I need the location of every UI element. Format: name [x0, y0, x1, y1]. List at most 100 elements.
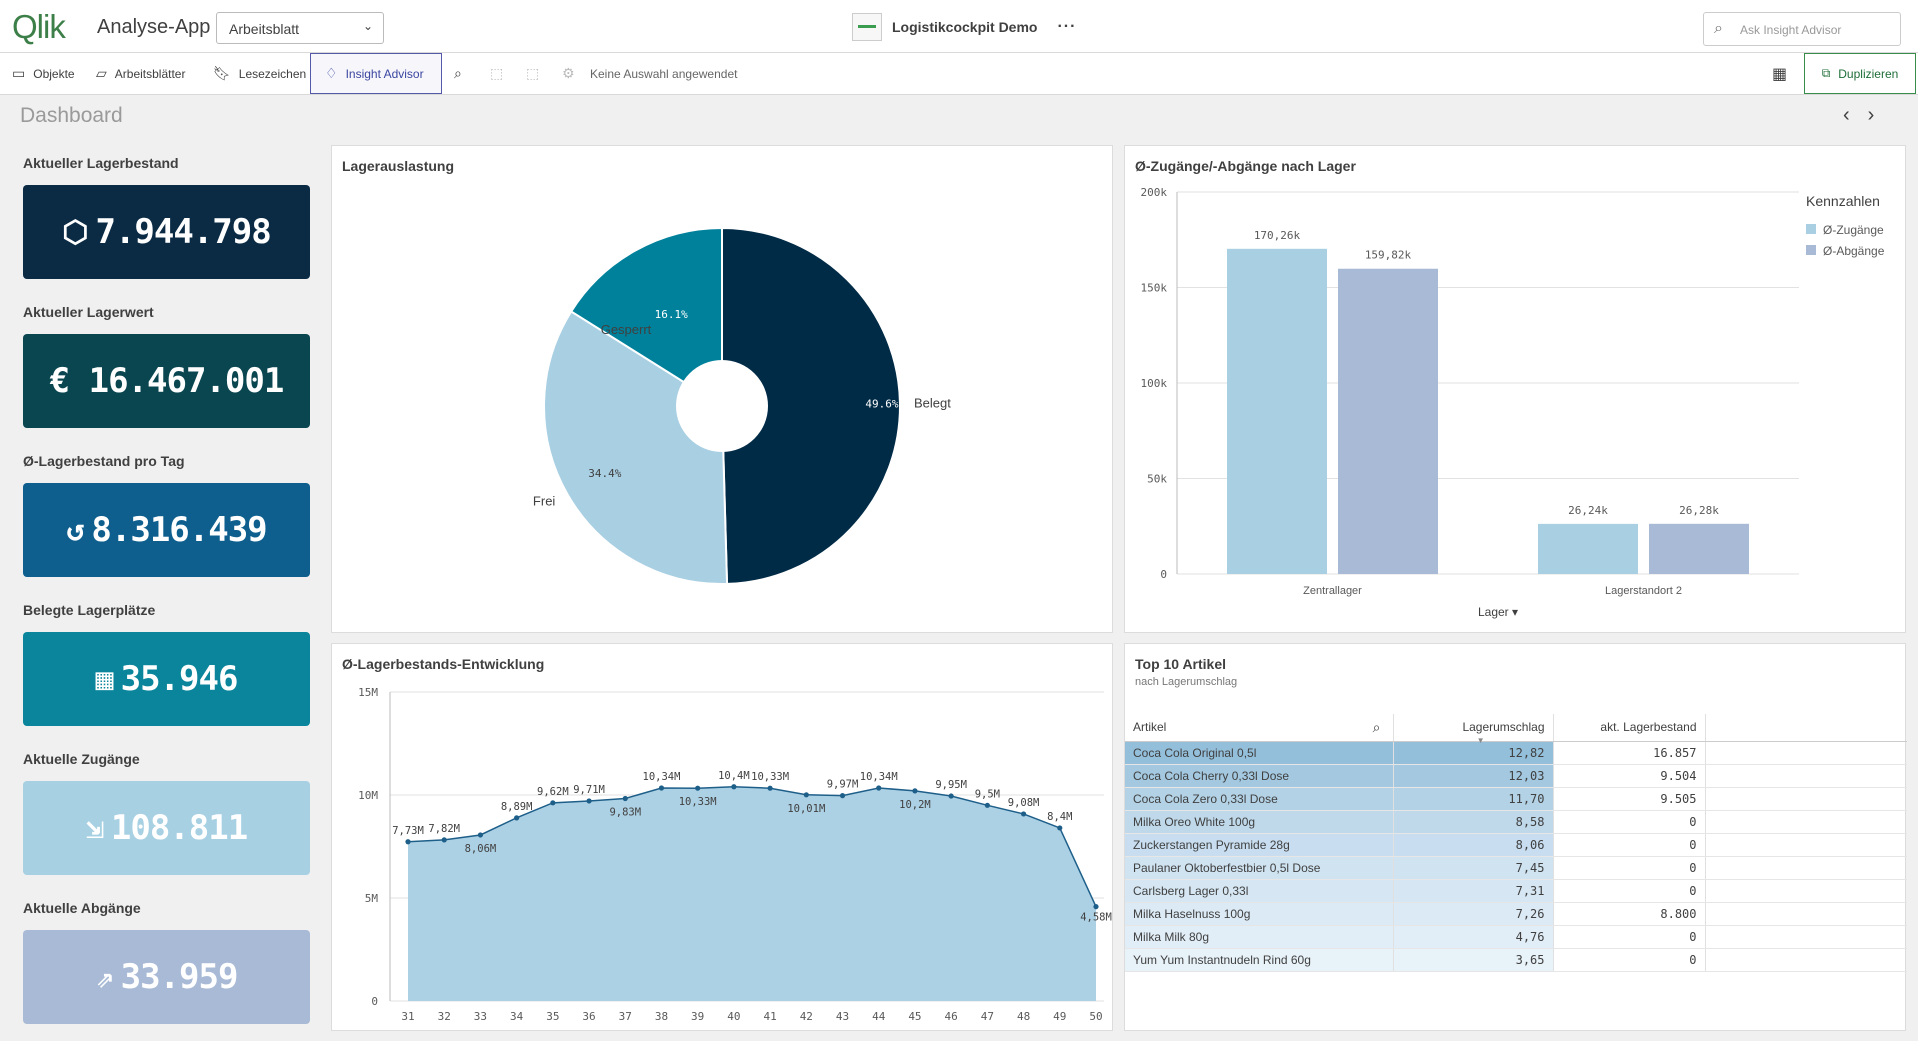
table-row[interactable]: Zuckerstangen Pyramide 28g 8,06 0	[1125, 833, 1907, 857]
table-row[interactable]: Milka Haselnuss 100g 7,26 8.800	[1125, 902, 1907, 926]
area-point[interactable]	[948, 793, 954, 799]
cell-turnover[interactable]: 7,45	[1392, 856, 1553, 880]
area-point[interactable]	[695, 785, 701, 791]
insight-advisor-button[interactable]: ♢ Insight Advisor	[310, 53, 442, 94]
area-point[interactable]	[586, 798, 592, 804]
cell-article[interactable]: Coca Cola Original 0,5l	[1125, 741, 1393, 765]
qlik-logo[interactable]: Qlik	[12, 8, 66, 46]
cell-stock[interactable]: 0	[1552, 879, 1705, 903]
cell-spacer[interactable]	[1704, 787, 1907, 811]
step-back-button[interactable]: ⬚	[490, 53, 511, 94]
objects-button[interactable]: ▭ Objekte	[12, 53, 75, 94]
cell-turnover[interactable]: 11,70	[1392, 787, 1553, 811]
legend-item[interactable]: Ø-Abgänge	[1823, 244, 1885, 258]
next-sheet-icon[interactable]: ›	[1867, 104, 1893, 126]
cell-spacer[interactable]	[1704, 948, 1907, 972]
cell-article[interactable]: Coca Cola Zero 0,33l Dose	[1125, 787, 1393, 811]
cell-spacer[interactable]	[1704, 810, 1907, 834]
previous-sheet-icon[interactable]: ‹	[1843, 104, 1868, 126]
cell-article[interactable]: Yum Yum Instantnudeln Rind 60g	[1125, 948, 1393, 972]
pie-slice-gesperrt[interactable]	[569, 226, 723, 408]
sheets-button[interactable]: ▱ Arbeitsblätter	[96, 53, 185, 94]
table-row[interactable]: Milka Oreo White 100g 8,58 0	[1125, 810, 1907, 834]
bar-chart[interactable]: 0 50k 100k 150k 200k 170,26k 159,82k Zentrallag…	[1125, 146, 1907, 634]
table-row[interactable]: Coca Cola Cherry 0,33l Dose 12,03 9.504	[1125, 764, 1907, 788]
cell-stock[interactable]: 9.505	[1552, 787, 1705, 811]
table-row[interactable]: Paulaner Oktoberfestbier 0,5l Dose 7,45 0	[1125, 856, 1907, 880]
cell-spacer[interactable]	[1704, 741, 1907, 765]
top-articles-table[interactable]: Artikel ⌕ Lagerumschlag ▼ akt. Lagerbestan…	[1125, 714, 1907, 972]
smart-search-button[interactable]: ⌕	[454, 53, 470, 94]
column-search-icon[interactable]: ⌕	[1372, 719, 1381, 735]
table-row[interactable]: Yum Yum Instantnudeln Rind 60g 3,65 0	[1125, 948, 1907, 972]
kpi-card[interactable]: ⇗ 33.959	[23, 930, 310, 1024]
sheet-selector[interactable]: Arbeitsblatt ⌄	[216, 12, 384, 44]
cell-turnover[interactable]: 3,65	[1392, 948, 1553, 972]
cell-spacer[interactable]	[1704, 879, 1907, 903]
cell-spacer[interactable]	[1704, 856, 1907, 880]
area-point[interactable]	[441, 837, 447, 843]
bar[interactable]	[1538, 523, 1638, 574]
area-point[interactable]	[1093, 904, 1099, 910]
pie-panel[interactable]: Lagerauslastung 49.6% Belegt 34.4% Frei 16.1…	[331, 145, 1113, 633]
area-point[interactable]	[803, 792, 809, 798]
clear-selections-button[interactable]: ⚙︎	[562, 53, 583, 94]
cell-spacer[interactable]	[1704, 925, 1907, 949]
ask-insight-input[interactable]: ⌕ Ask Insight Advisor	[1703, 12, 1901, 46]
pie-chart[interactable]: 49.6% Belegt 34.4% Frei 16.1%Gesperrt	[332, 146, 1114, 634]
cell-turnover[interactable]: 12,82	[1392, 741, 1553, 765]
cell-stock[interactable]: 0	[1552, 925, 1705, 949]
table-row[interactable]: Carlsberg Lager 0,33l 7,31 0	[1125, 879, 1907, 903]
cell-turnover[interactable]: 4,76	[1392, 925, 1553, 949]
area-point[interactable]	[514, 815, 520, 821]
table-row[interactable]: Milka Milk 80g 4,76 0	[1125, 925, 1907, 949]
cell-spacer[interactable]	[1704, 764, 1907, 788]
cell-turnover[interactable]: 12,03	[1392, 764, 1553, 788]
area-point[interactable]	[767, 785, 773, 791]
area-point[interactable]	[1057, 825, 1063, 831]
area-point[interactable]	[731, 784, 737, 790]
area-point[interactable]	[477, 832, 484, 838]
pie-slice-belegt[interactable]	[721, 226, 901, 585]
kpi-card[interactable]: ⬡ 7.944.798	[23, 185, 310, 279]
cell-spacer[interactable]	[1704, 902, 1907, 926]
legend-item[interactable]: Ø-Zugänge	[1823, 223, 1884, 237]
col-header-turnover[interactable]: Lagerumschlag ▼	[1392, 714, 1553, 745]
cell-article[interactable]: Zuckerstangen Pyramide 28g	[1125, 833, 1393, 857]
cell-article[interactable]: Carlsberg Lager 0,33l	[1125, 879, 1393, 903]
cell-turnover[interactable]: 7,26	[1392, 902, 1553, 926]
bar[interactable]	[1338, 268, 1438, 574]
cell-stock[interactable]: 0	[1552, 810, 1705, 834]
area-point[interactable]	[550, 800, 556, 806]
bar-x-axis-label[interactable]: Lager ▾	[1478, 605, 1518, 619]
cell-turnover[interactable]: 8,58	[1392, 810, 1553, 834]
pie-slice-frei[interactable]	[543, 310, 729, 585]
cell-stock[interactable]: 0	[1552, 833, 1705, 857]
kpi-card[interactable]: ⇲ 108.811	[23, 781, 310, 875]
cell-stock[interactable]: 0	[1552, 948, 1705, 972]
cell-stock[interactable]: 9.504	[1552, 764, 1705, 788]
area-point[interactable]	[839, 793, 846, 799]
cell-stock[interactable]: 0	[1552, 856, 1705, 880]
area-point[interactable]	[876, 785, 882, 791]
table-panel[interactable]: Top 10 Artikel nach Lagerumschlag Artike…	[1124, 643, 1907, 1031]
cell-article[interactable]: Milka Oreo White 100g	[1125, 810, 1393, 834]
duplicate-button[interactable]: ⧉ Duplizieren	[1804, 53, 1916, 94]
cell-spacer[interactable]	[1704, 833, 1907, 857]
area-point[interactable]	[658, 785, 665, 791]
cell-article[interactable]: Milka Haselnuss 100g	[1125, 902, 1393, 926]
table-row[interactable]: Coca Cola Zero 0,33l Dose 11,70 9.505	[1125, 787, 1907, 811]
table-row[interactable]: Coca Cola Original 0,5l 12,82 16.857	[1125, 741, 1907, 765]
area-point[interactable]	[912, 788, 918, 794]
bookmarks-button[interactable]: 🔖︎ Lesezeichen	[213, 53, 306, 94]
area-point[interactable]	[1020, 811, 1027, 817]
cell-turnover[interactable]: 7,31	[1392, 879, 1553, 903]
step-forward-button[interactable]: ⬚	[526, 53, 547, 94]
cell-article[interactable]: Coca Cola Cherry 0,33l Dose	[1125, 764, 1393, 788]
col-header-stock[interactable]: akt. Lagerbestand	[1552, 714, 1705, 742]
area-chart[interactable]: 0 5M 10M 15M 7,73M 31 7,82M 32 8,06M 33 8,89M 34 9,6…	[332, 644, 1114, 1032]
kpi-card[interactable]: ▦ 35.946	[23, 632, 310, 726]
bar[interactable]	[1649, 523, 1749, 574]
cell-stock[interactable]: 16.857	[1552, 741, 1705, 765]
cell-article[interactable]: Milka Milk 80g	[1125, 925, 1393, 949]
